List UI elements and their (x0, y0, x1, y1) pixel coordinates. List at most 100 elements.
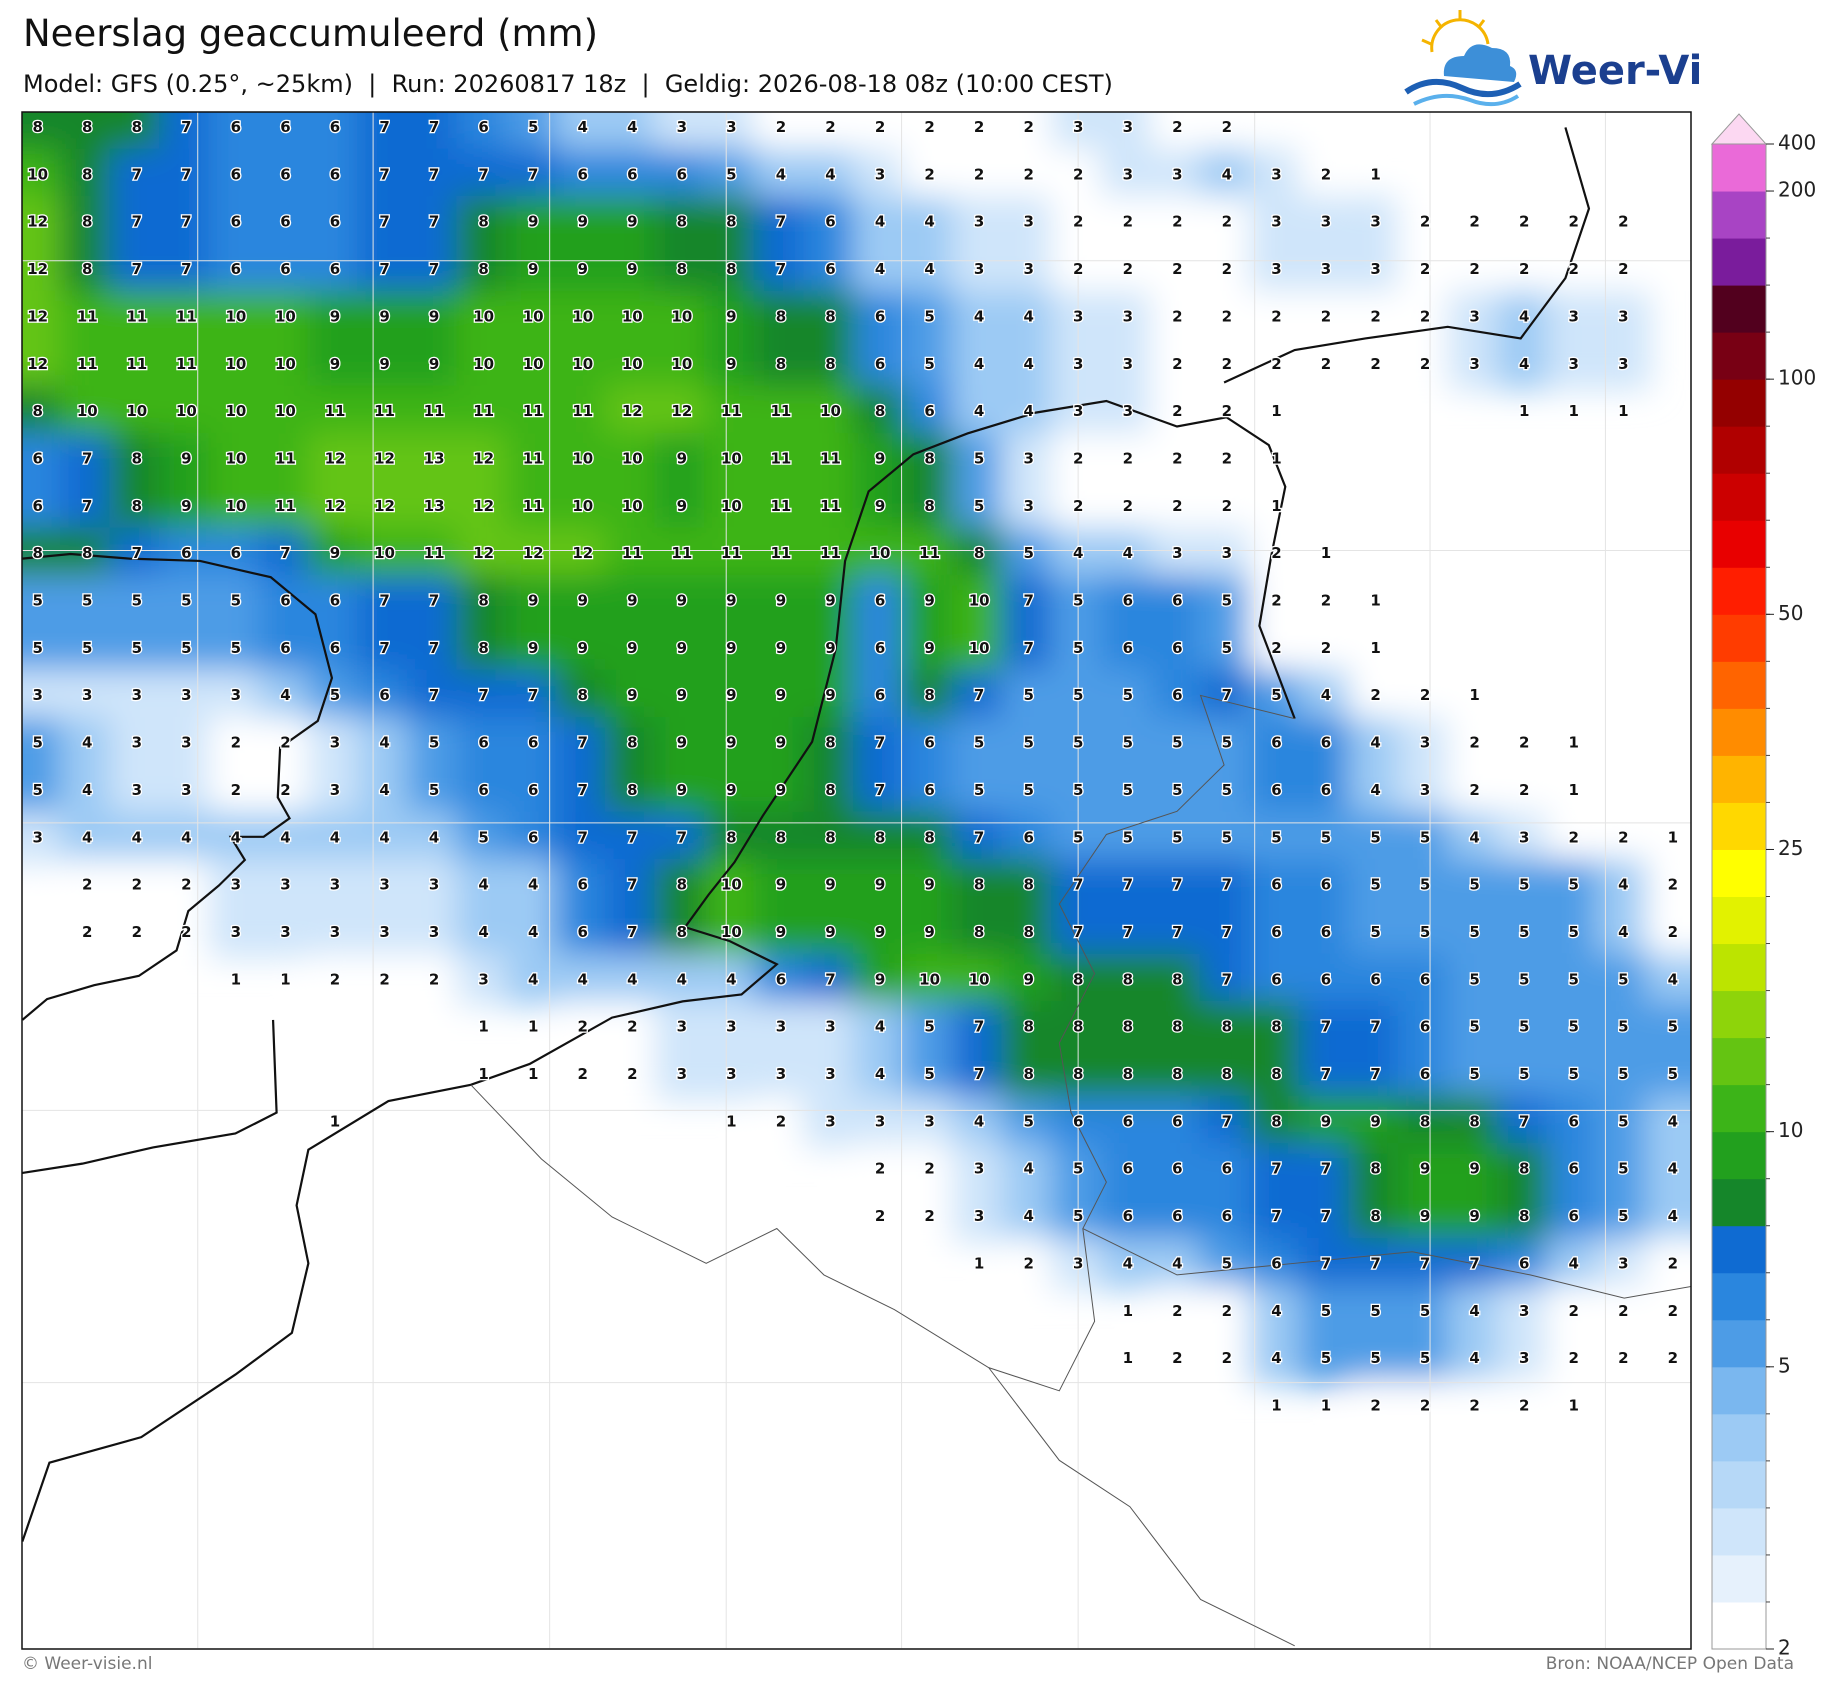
grid-value: 9 (677, 781, 687, 799)
grid-value: 6 (1321, 970, 1331, 988)
grid-value: 4 (82, 734, 92, 752)
grid-value: 6 (1271, 923, 1281, 941)
grid-value: 5 (181, 592, 191, 610)
precip-cell (605, 338, 660, 391)
grid-value: 3 (726, 1065, 736, 1083)
grid-value: 3 (1420, 781, 1430, 799)
grid-value: 6 (1569, 1112, 1579, 1130)
precip-cell (1496, 717, 1552, 770)
precip-cell (1199, 196, 1255, 249)
grid-value: 3 (1370, 260, 1380, 278)
precip-cell (406, 480, 462, 533)
precip-cell (357, 385, 412, 438)
precip-cell (1249, 148, 1304, 201)
grid-value: 2 (1222, 1349, 1232, 1367)
grid-value: 9 (677, 592, 687, 610)
precip-cell (555, 574, 611, 628)
precip-cell (1199, 717, 1255, 770)
grid-value: 3 (330, 876, 340, 894)
grid-value: 4 (1519, 307, 1529, 325)
precip-cell (555, 717, 611, 770)
grid-value: 3 (974, 1160, 984, 1178)
precip-cell (208, 717, 264, 770)
grid-value: 2 (1172, 118, 1182, 136)
grid-value: 7 (1172, 876, 1182, 894)
precip-cell (1447, 1095, 1502, 1148)
precip-cell (605, 527, 660, 580)
precip-cell (406, 811, 462, 864)
precip-cell (456, 622, 511, 675)
precip-cell (1447, 338, 1502, 391)
grid-value: 11 (126, 307, 147, 325)
grid-value: 3 (825, 1065, 835, 1083)
grid-value: 3 (1370, 213, 1380, 231)
precip-cell (1348, 1143, 1403, 1196)
precip-cell (654, 338, 710, 391)
grid-value: 4 (1618, 923, 1628, 941)
precip-cell (307, 148, 363, 201)
grid-value: 1 (528, 1065, 538, 1083)
grid-value: 6 (875, 639, 885, 657)
grid-value: 1 (528, 1018, 538, 1036)
grid-value: 8 (478, 260, 488, 278)
precip-cell (852, 669, 908, 722)
grid-value: 4 (578, 970, 588, 988)
precip-cell (109, 669, 165, 722)
grid-value: 5 (1519, 1018, 1529, 1036)
grid-value: 6 (280, 213, 290, 231)
geography (22, 112, 1691, 1648)
precip-cell (753, 290, 809, 343)
grid-value: 9 (1370, 1112, 1380, 1130)
grid-value: 2 (379, 970, 389, 988)
grid-value: 11 (721, 402, 742, 420)
grid-value: 9 (677, 497, 687, 515)
precip-cell (605, 859, 660, 912)
precip-cell (505, 717, 561, 770)
grid-value: 9 (528, 213, 538, 231)
precip-cell (902, 859, 957, 912)
precip-cell (852, 1190, 908, 1243)
precip-cell (59, 196, 115, 249)
grid-value: 3 (1023, 497, 1033, 515)
grid-value: 3 (1271, 165, 1281, 183)
logo-text: Weer-Visie (1528, 48, 1702, 94)
grid-value: 6 (1123, 639, 1133, 657)
colorbar-segment (1712, 426, 1766, 474)
grid-value: 7 (1222, 686, 1232, 704)
precip-cell (208, 622, 264, 675)
grid-value: 4 (974, 402, 984, 420)
grid-value: 2 (1370, 307, 1380, 325)
precip-cell (555, 432, 611, 485)
precip-cell (753, 148, 809, 201)
precip-cell (505, 859, 561, 912)
precip-cell (59, 764, 115, 817)
grid-value: 2 (1222, 1302, 1232, 1320)
grid-value: 4 (280, 686, 290, 704)
precip-cell (1001, 1095, 1056, 1148)
colorbar-segment (1712, 1413, 1766, 1462)
grid-value: 4 (1668, 1160, 1678, 1178)
grid-value: 1 (1569, 734, 1579, 752)
grid-value: 3 (379, 876, 389, 894)
precip-cell (1348, 906, 1403, 959)
precip-cell (22, 622, 65, 675)
grid-value: 9 (1420, 1207, 1430, 1225)
grid-value: 3 (1420, 734, 1430, 752)
precip-cell (258, 196, 313, 249)
precip-cell (1001, 480, 1056, 533)
precip-cell (1447, 811, 1502, 864)
precip-cell (1348, 717, 1403, 770)
grid-value: 7 (379, 165, 389, 183)
grid-value: 8 (677, 213, 687, 231)
grid-value: 2 (875, 118, 885, 136)
grid-value: 9 (627, 592, 637, 610)
precip-cell (307, 906, 363, 959)
precip-cell (902, 764, 957, 817)
precip-cell (1001, 1190, 1056, 1243)
precip-cell (704, 669, 759, 722)
grid-value: 2 (1271, 355, 1281, 373)
precip-cell (22, 432, 65, 485)
precip-cell (159, 622, 214, 675)
precip-cell (1397, 338, 1453, 391)
precip-cell (109, 112, 165, 154)
